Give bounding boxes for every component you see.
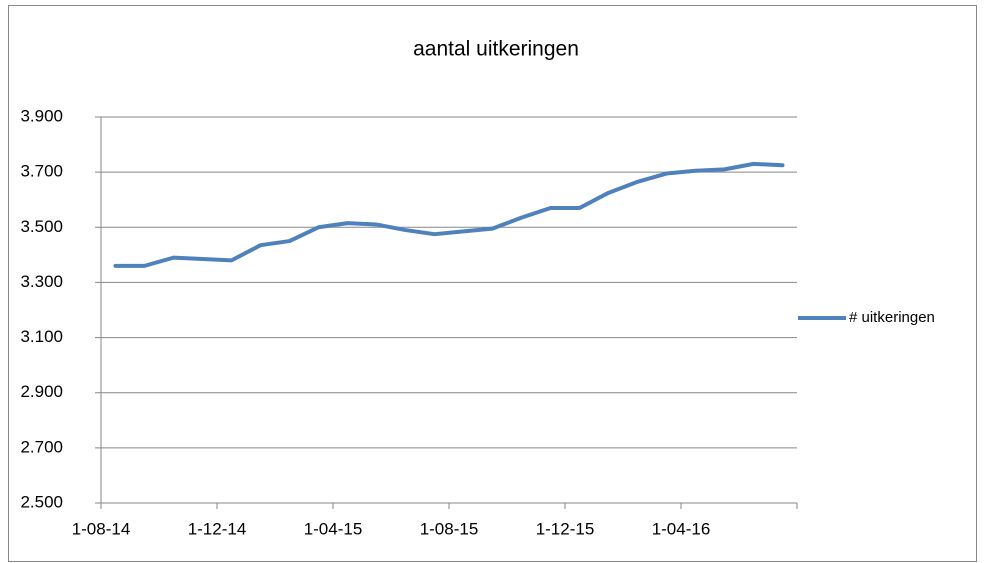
y-tick-label: 3.500 — [20, 217, 63, 236]
x-tick-label: 1-04-16 — [652, 519, 711, 538]
y-tick-label: 3.900 — [20, 106, 63, 125]
y-tick-label: 2.700 — [20, 437, 63, 456]
x-tick-label: 1-12-14 — [188, 519, 247, 538]
x-tick-label: 1-08-14 — [72, 519, 131, 538]
x-tick-label: 1-08-15 — [420, 519, 479, 538]
y-tick-label: 3.300 — [20, 272, 63, 291]
chart-border — [8, 5, 977, 562]
y-tick-label: 2.500 — [20, 492, 63, 511]
x-tick-label: 1-04-15 — [304, 519, 363, 538]
y-tick-label: 2.900 — [20, 382, 63, 401]
x-tick-label: 1-12-15 — [536, 519, 595, 538]
legend-label: # uitkeringen — [849, 309, 935, 326]
y-tick-label: 3.100 — [20, 327, 63, 346]
data-line — [113, 161, 785, 268]
chart-title: aantal uitkeringen — [413, 38, 579, 61]
y-tick-label: 3.700 — [20, 162, 63, 181]
